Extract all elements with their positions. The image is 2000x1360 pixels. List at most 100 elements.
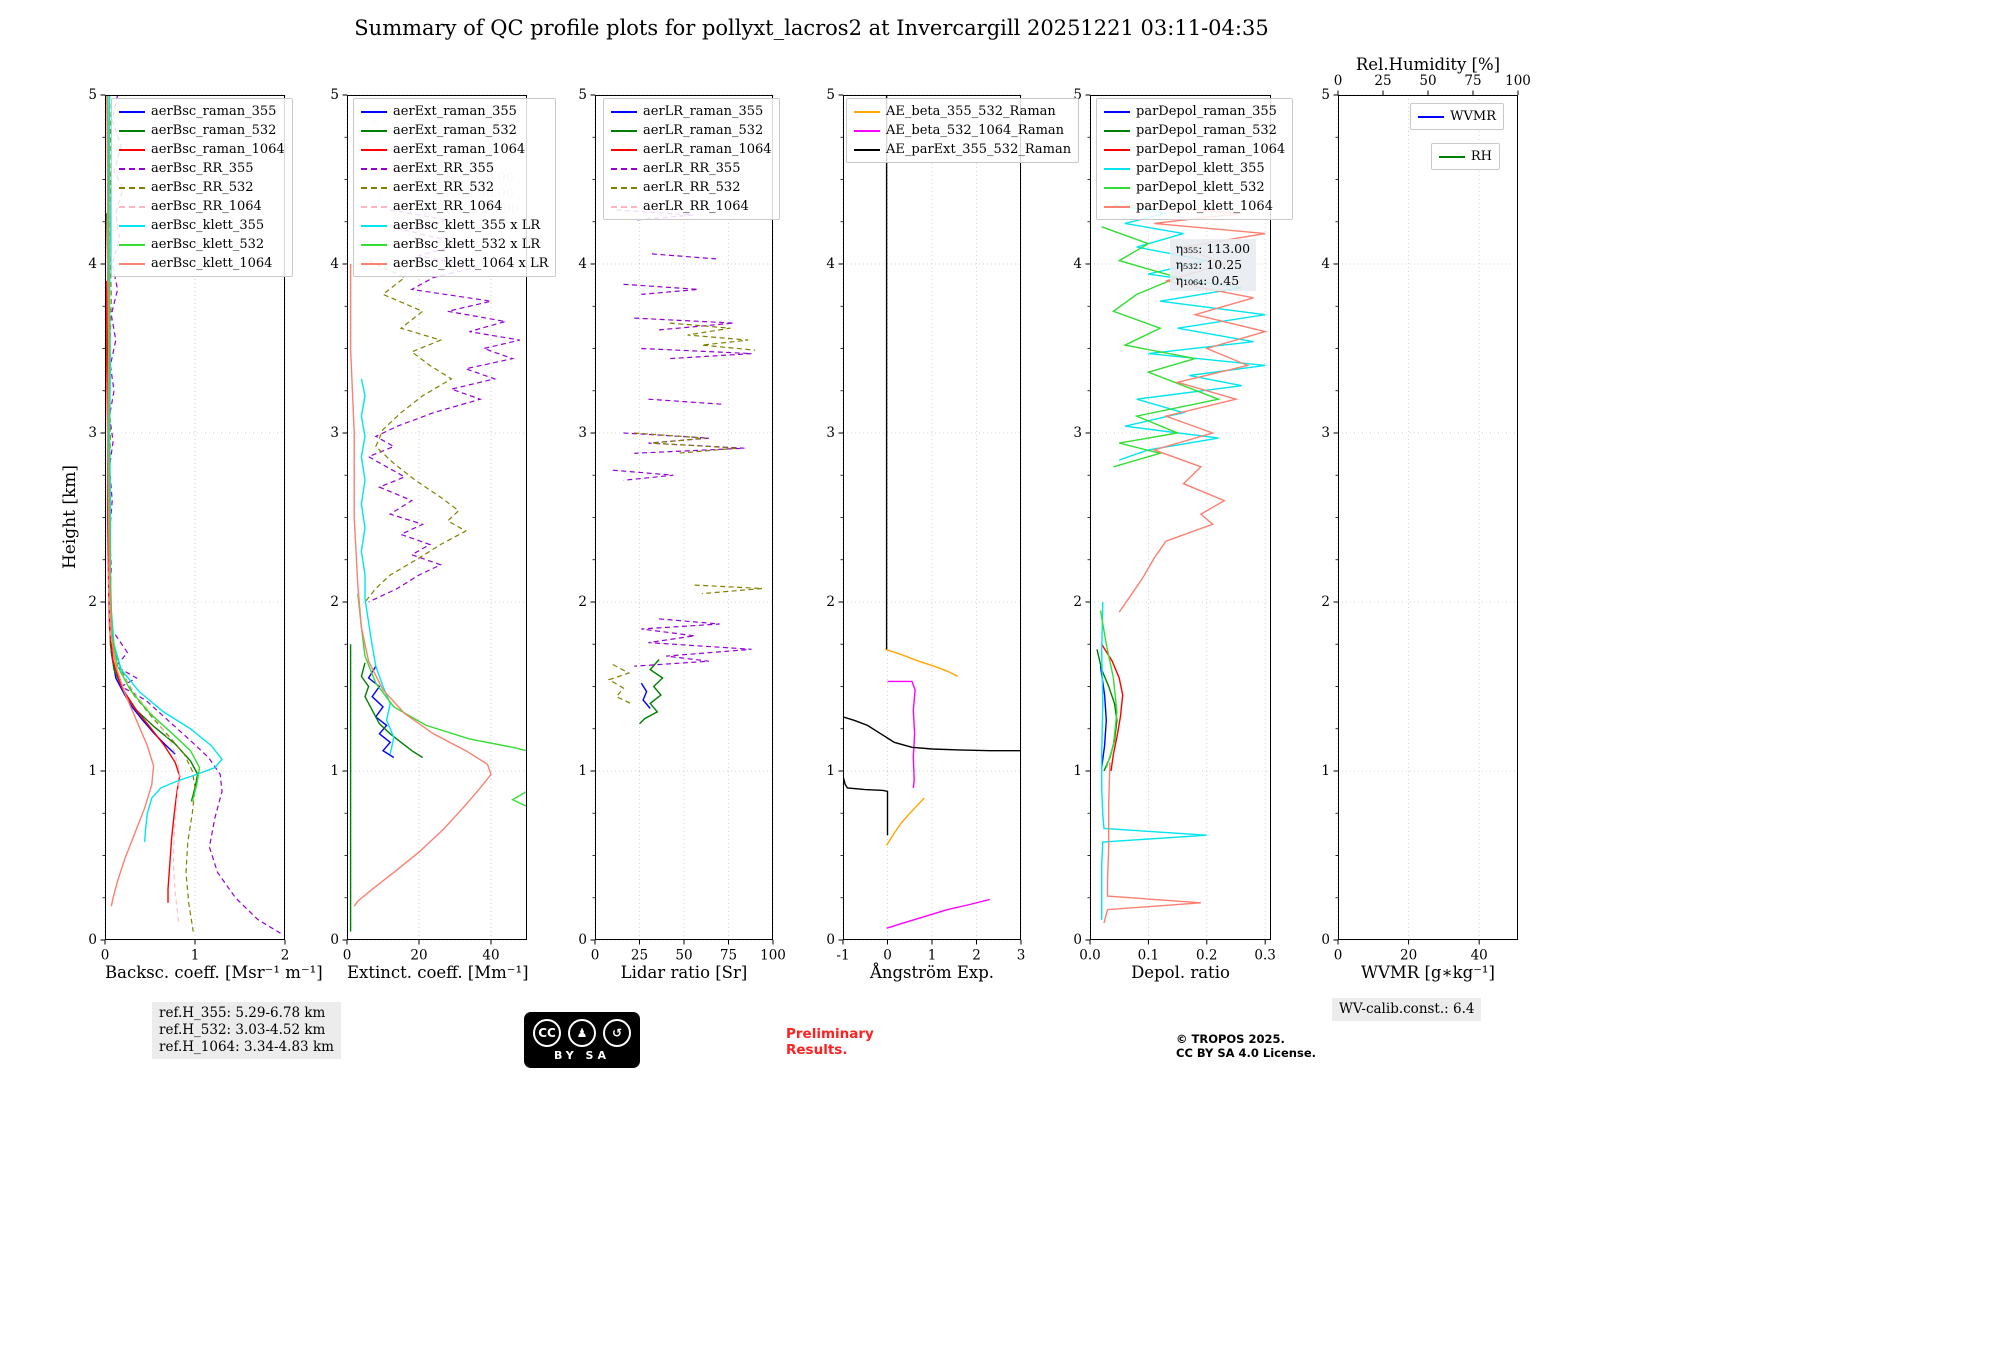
y-tick-label: 5 [1321,87,1330,103]
series-aerBsc_klett_1064 x LR [349,264,492,907]
x-tick-label: 75 [720,948,737,964]
legend-label: aerLR_RR_532 [643,180,741,195]
legend: parDepol_raman_355 parDepol_raman_532 parD… [1096,98,1294,220]
legend-label: aerExt_raman_532 [393,123,517,138]
top-tick-label: 0 [1334,73,1343,89]
panel-angstroem: -1 0 1 2 3 0 1 2 3 4 5 AE_beta_355_532_Raman AE_beta… [826,87,1080,982]
panel-lidar-ratio: 0 25 50 75 100 0 1 2 3 4 5 aerLR_raman_355 aerLR_ram… [578,87,785,982]
cc-license-badge: CC ♟ ↺ BY SA [524,1012,640,1068]
legend-label: aerBsc_RR_355 [151,161,254,176]
legend-label: aerExt_raman_1064 [393,142,526,157]
legend-line-swatch [1104,205,1130,208]
legend-label: aerLR_RR_355 [643,161,741,176]
y-tick-label: 5 [1073,87,1082,103]
legend-label: aerExt_RR_1064 [393,199,503,214]
series-aerExt_RR_355 [367,209,520,603]
legend-item: aerExt_raman_355 [361,102,548,121]
y-tick-label: 2 [1073,594,1082,610]
legend-label: aerBsc_klett_1064 [151,256,273,271]
x-axis-label: WVMR [g∗kg⁻¹] [1361,963,1495,982]
x-tick-label: 1 [928,948,937,964]
legend-item: aerExt_raman_532 [361,121,548,140]
cc-sa-arrow-icon: ↺ [603,1018,631,1047]
legend-label: aerBsc_RR_532 [151,180,254,195]
legend-item: aerExt_RR_355 [361,159,548,178]
series-aerLR_RR_532 [669,322,756,351]
legend-line-swatch [361,224,387,227]
preliminary-results-note: Preliminary Results. [786,1026,874,1058]
reference-heights-box: ref.H_355: 5.29-6.78 km ref.H_532: 3.03-… [152,1002,341,1059]
legend-item: aerBsc_klett_355 x LR [361,216,548,235]
legend-line-swatch [119,243,145,246]
y-tick-label: 1 [826,763,835,779]
legend-label: parDepol_raman_532 [1136,123,1277,138]
legend-label: aerBsc_klett_532 [151,237,265,252]
cc-badge-caption: BY SA [553,1048,610,1062]
series-AE_beta_532_1064_Raman [887,680,916,788]
x-tick-label: 50 [675,948,692,964]
legend-label: parDepol_raman_1064 [1136,142,1286,157]
legend-item: parDepol_raman_1064 [1104,140,1285,159]
y-tick-label: 1 [88,763,97,779]
legend-item: WVMR [1418,107,1496,126]
x-tick-label: 0 [591,948,600,964]
panel-plot-svg: 0 25 50 75 100 0 1 2 3 4 5 [578,87,785,964]
legend-label: parDepol_klett_1064 [1136,199,1273,214]
legend-label: aerLR_raman_532 [643,123,764,138]
legend-line-swatch [119,262,145,265]
legend-label: AE_parExt_355_532_Raman [886,142,1072,157]
legend-line-swatch [1104,186,1130,189]
y-tick-label: 4 [1321,256,1330,272]
series-parDepol_klett_355 [1100,601,1207,920]
x-tick-label: -1 [836,948,849,964]
x-tick-label: 25 [631,948,648,964]
series-AE_parExt_355_532_Raman [843,775,889,836]
y-tick-label: 0 [826,932,835,948]
panel-backscatter-plot: 0 1 2 0 1 2 3 4 5 aerBsc_raman_355 aerBsc_raman_53… [88,87,293,964]
series-aerLR_RR_355 [651,253,717,260]
series-AE_beta_355_532_Raman [885,648,959,678]
y-tick-label: 2 [826,594,835,610]
legend-label: aerBsc_klett_1064 x LR [393,256,549,271]
panel-lidar-ratio-plot: 0 25 50 75 100 0 1 2 3 4 5 aerLR_raman_355 aerLR_ram… [578,87,785,964]
legend-line-swatch [361,205,387,208]
panel-wvmr: 0 20 40 0 1 2 3 4 5 0 25 50 75 100 WVMR RH WVMR [g∗kg⁻¹… [1321,55,1530,982]
series-aerLR_RR_355 [623,432,745,454]
legend-item: AE_beta_355_532_Raman [854,102,1071,121]
legend-line-swatch [119,110,145,113]
legend-line-swatch [1104,129,1130,132]
legend-label: aerBsc_klett_532 x LR [393,237,541,252]
series-parDepol_klett_532 [1099,610,1118,768]
legend-item: aerBsc_RR_355 [119,159,285,178]
legend-line-swatch [361,262,387,265]
legend-label: aerExt_RR_532 [393,180,495,195]
legend-item: aerBsc_RR_532 [119,178,285,197]
y-tick-label: 3 [826,425,835,441]
series-parDepol_klett_1064 [1103,762,1201,924]
panel-depol-ratio: 0.0 0.1 0.2 0.3 0 1 2 3 4 5 η₃₅₅: 113.00 η₅₃₂: 10.2… [1073,87,1294,982]
x-axis-label: Depol. ratio [1131,963,1230,982]
series-AE_beta_532_1064_Raman [886,898,990,929]
legend-line-swatch [361,148,387,151]
legend-line-swatch [611,110,637,113]
legend: WVMR [1410,103,1504,130]
legend-line-swatch [611,205,637,208]
legend-item: parDepol_klett_532 [1104,178,1285,197]
legend: RH [1430,143,1500,170]
legend-item: aerBsc_raman_355 [119,102,285,121]
x-tick-label: 0 [343,948,352,964]
y-tick-label: 5 [826,87,835,103]
legend-line-swatch [361,167,387,170]
legend-line-swatch [611,186,637,189]
series-aerLR_raman_355 [640,682,651,709]
legend-line-swatch [1104,148,1130,151]
y-tick-label: 1 [578,763,587,779]
legend-line-swatch [1104,167,1130,170]
y-tick-label: 0 [1321,932,1330,948]
series-aerBsc_klett_532 [107,95,201,802]
legend-label: aerBsc_raman_532 [151,123,277,138]
panel-depol-ratio-plot: 0.0 0.1 0.2 0.3 0 1 2 3 4 5 η₃₅₅: 113.00 η₅₃₂: 10.2… [1073,87,1294,964]
y-tick-label: 0 [578,932,587,948]
